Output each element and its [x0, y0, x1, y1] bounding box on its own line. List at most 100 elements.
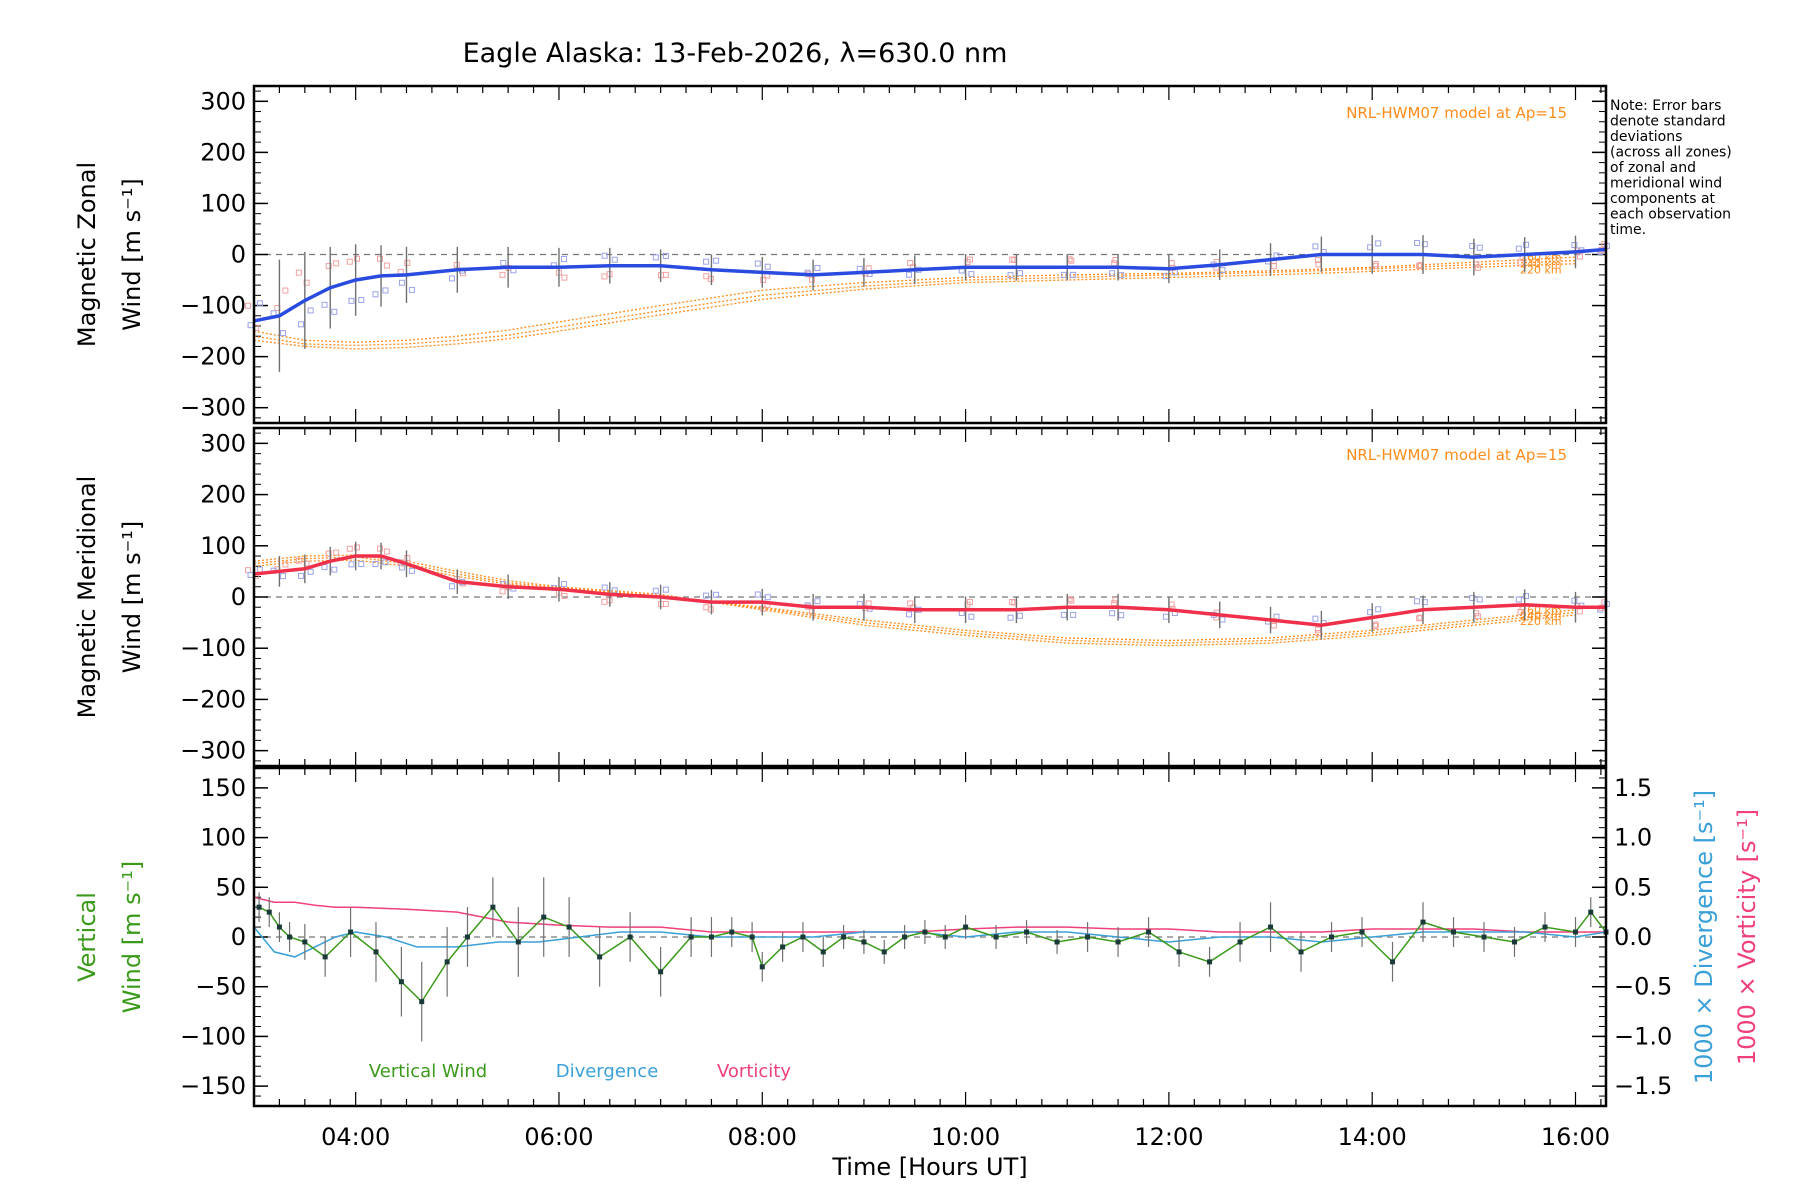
vertical-wind-point	[1329, 934, 1335, 940]
scatter-point	[1111, 600, 1118, 607]
divergence-line	[253, 926, 1607, 958]
scatter-point	[1523, 241, 1530, 248]
legend-entry: Divergence	[556, 1061, 659, 1082]
y-tick-label: 150	[200, 774, 246, 802]
vertical-wind-point	[287, 934, 293, 940]
vertical-wind-point	[993, 934, 999, 940]
scatter-point	[814, 598, 821, 605]
vertical-wind-point	[729, 929, 735, 935]
zonal-wind-panel: 300 200 100 0 −100 −200 −300 Magnetic Zonal Wind…	[73, 84, 1610, 425]
vertical-wind-point	[566, 924, 572, 930]
vertical-wind-point	[444, 959, 450, 965]
vertical-wind-point	[1542, 924, 1548, 930]
chart-title: Eagle Alaska: 13-Feb-2026, λ=630.0 nm	[463, 38, 1008, 69]
scatter-point	[499, 588, 506, 595]
scatter-point	[398, 279, 405, 286]
vertical-wind-point	[1237, 939, 1243, 945]
scatter-point	[1270, 622, 1277, 629]
scatter-point	[383, 548, 390, 555]
scatter-point	[1270, 263, 1277, 270]
scatter-point	[247, 572, 254, 579]
vertical-wind-point	[902, 934, 908, 940]
vertical-wind-point	[820, 949, 826, 955]
y-tick-label: −150	[180, 1072, 246, 1100]
scatter-point	[662, 586, 669, 593]
scatter-point	[1060, 271, 1067, 278]
x-tick-label: 06:00	[524, 1123, 593, 1151]
plot-frame	[252, 766, 1608, 1108]
scatter-point	[448, 275, 455, 282]
scatter-point	[358, 296, 365, 303]
scatter-point	[1118, 612, 1125, 619]
vertical-wind-line	[258, 905, 1607, 1003]
vertical-wind-point	[464, 934, 470, 940]
vertical-wind-point	[942, 934, 948, 940]
scatter-point	[346, 545, 353, 552]
y2-axis-label: 1000 × Divergence [s⁻¹]	[1690, 790, 1718, 1084]
scatter-point	[1007, 272, 1014, 279]
vertical-wind-point	[1085, 934, 1091, 940]
scatter-point	[808, 608, 815, 615]
scatter-point	[1476, 596, 1483, 603]
scatter-point	[1068, 597, 1075, 604]
note-line: Note: Error bars	[1610, 98, 1721, 114]
y-tick-label: −100	[180, 634, 246, 662]
scatter-point	[968, 271, 975, 278]
scatter-point	[865, 265, 872, 272]
vertical-wind-point	[881, 949, 887, 955]
vertical-wind-point	[708, 934, 714, 940]
scatter-point	[256, 566, 263, 573]
plot-frame	[252, 426, 1608, 768]
scatter-point	[1118, 272, 1125, 279]
scatter-point	[662, 252, 669, 259]
legend-entry: Vorticity	[717, 1061, 791, 1082]
vertical-wind-point	[302, 939, 308, 945]
scatter-point	[1469, 243, 1476, 250]
scatter-point	[376, 545, 383, 552]
scatter-point	[282, 561, 289, 568]
model-height-label: 240 km	[1520, 258, 1562, 271]
vertical-wind-point	[749, 934, 755, 940]
y2-tick-label: −1.0	[1614, 1022, 1672, 1050]
scatter-point	[353, 544, 360, 551]
scatter-point	[662, 271, 669, 278]
y2-tick-label: 1.0	[1614, 824, 1652, 852]
vertical-wind-point	[1359, 929, 1365, 935]
scatter-point	[1109, 270, 1116, 277]
wind-line	[253, 554, 1606, 627]
vertical-wind-point	[861, 939, 867, 945]
y-tick-label: 0	[231, 583, 246, 611]
y-axis-label: Magnetic Zonal	[73, 162, 101, 347]
scatter-point	[760, 276, 767, 283]
y-tick-label: −100	[180, 1022, 246, 1050]
plot-frame	[252, 84, 1608, 425]
meridional-wind-panel: 300 200 100 0 −100 −200 −300 Magnetic Meridiona…	[73, 426, 1610, 768]
vertical-wind-point	[322, 954, 328, 960]
scatter-point	[906, 611, 913, 618]
model-label: NRL-HWM07 model at Ap=15	[1346, 446, 1567, 464]
scatter-point	[561, 274, 568, 281]
y2-tick-label: −1.5	[1614, 1072, 1672, 1100]
scatter-point	[295, 557, 302, 564]
scatter-point	[331, 566, 338, 573]
scatter-point	[1314, 257, 1321, 264]
y2-tick-label: 0.5	[1614, 873, 1652, 901]
scatter-point	[358, 561, 365, 568]
scatter-point	[601, 252, 608, 259]
vertical-wind-point	[658, 969, 664, 975]
y-tick-label: −100	[180, 292, 246, 320]
scatter-point	[1576, 253, 1583, 260]
y2-axis-label: 1000 × Vorticity [s⁻¹]	[1733, 809, 1761, 1065]
note-line: meridional wind	[1610, 176, 1722, 192]
vertical-wind-point	[688, 934, 694, 940]
y-tick-label: 200	[200, 138, 246, 166]
x-tick-label: 14:00	[1338, 1123, 1407, 1151]
scatter-point	[713, 591, 720, 598]
scatter-point	[808, 276, 815, 283]
scatter-point	[1016, 612, 1023, 619]
y-axis-label: Wind [m s⁻¹]	[118, 861, 146, 1013]
scatter-point	[297, 572, 304, 579]
y-tick-label: −200	[180, 343, 246, 371]
scatter-point	[307, 307, 314, 314]
scatter-point	[1469, 595, 1476, 602]
